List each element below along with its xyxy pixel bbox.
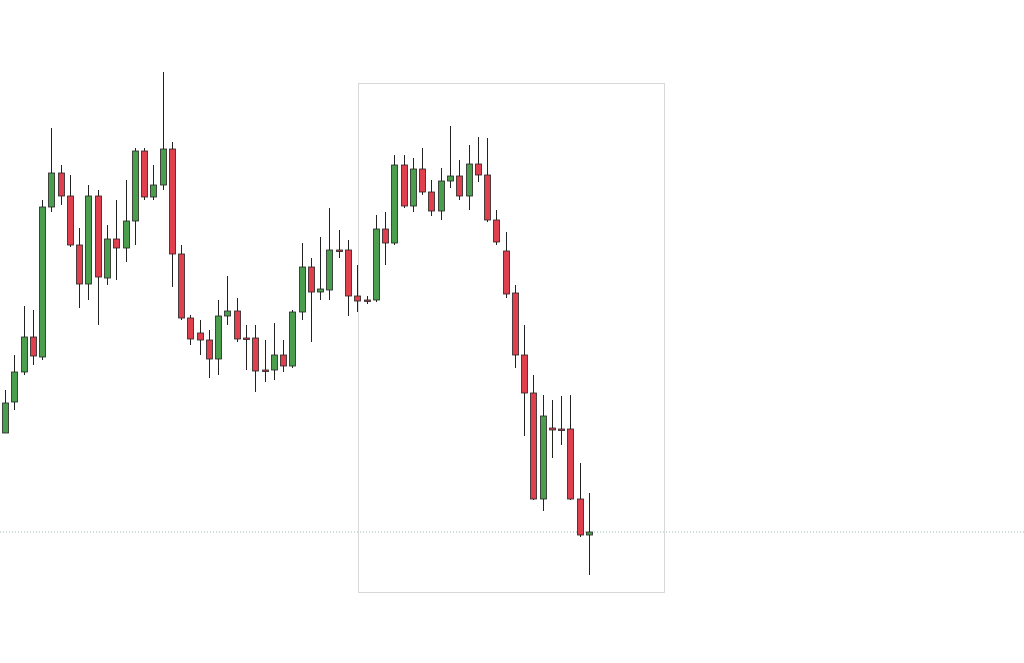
candle-body xyxy=(289,311,296,367)
candle-body xyxy=(540,415,547,500)
candle-body xyxy=(345,249,352,297)
candle-body xyxy=(206,339,213,360)
candle-body xyxy=(586,531,593,536)
candle-body xyxy=(67,195,74,246)
candle-body xyxy=(447,175,454,182)
candle-body xyxy=(39,206,46,358)
candle-body xyxy=(132,150,139,222)
candle-body xyxy=(419,168,426,193)
candle-body xyxy=(438,180,445,212)
candle-body xyxy=(271,354,278,371)
candle-body xyxy=(85,195,92,285)
candle-body xyxy=(243,337,250,340)
candle-body xyxy=(558,428,565,431)
candle-body xyxy=(95,195,102,278)
candle-body xyxy=(252,337,259,372)
candle-body xyxy=(382,228,389,244)
candle-body xyxy=(150,184,157,198)
candle-body xyxy=(215,315,222,360)
candle-body xyxy=(326,249,333,291)
candle-body xyxy=(187,317,194,340)
candle-body xyxy=(354,295,361,302)
candle-body xyxy=(401,164,408,207)
candle-body xyxy=(493,219,500,243)
candle-body xyxy=(21,336,28,373)
candle-body xyxy=(391,164,398,244)
candle-body xyxy=(76,244,83,285)
candle-body xyxy=(234,310,241,340)
candle-body xyxy=(577,498,584,536)
selection-box xyxy=(358,83,665,593)
candle-body xyxy=(364,299,371,302)
candle-body xyxy=(178,253,185,319)
candle-body xyxy=(466,163,473,197)
candle-body xyxy=(160,148,167,186)
candle-body xyxy=(336,249,343,252)
candle-body xyxy=(373,228,380,301)
candle-body xyxy=(512,292,519,356)
candle-body xyxy=(224,310,231,317)
candle-body xyxy=(30,336,37,357)
candle-body xyxy=(530,392,537,500)
candle-body xyxy=(521,354,528,394)
candle-body xyxy=(428,191,435,212)
candle-body xyxy=(262,369,269,372)
candle-body xyxy=(141,150,148,198)
candle-body xyxy=(48,172,55,208)
candle-body xyxy=(113,238,120,249)
candle-body xyxy=(123,220,130,249)
candle-body xyxy=(503,250,510,295)
candle-body xyxy=(456,175,463,197)
candle-body xyxy=(280,354,287,367)
candle-body xyxy=(549,427,556,431)
candle-body xyxy=(169,148,176,255)
candle-body xyxy=(2,402,9,434)
candle-body xyxy=(410,168,417,207)
candle-body xyxy=(308,266,315,293)
candle-body xyxy=(567,428,574,500)
candle-body xyxy=(484,174,491,221)
candle-body xyxy=(475,163,482,176)
candle-body xyxy=(197,332,204,341)
candle-body xyxy=(104,238,111,279)
candle-body xyxy=(11,371,18,403)
candle-body xyxy=(317,288,324,293)
candle-body xyxy=(58,172,65,197)
candle-body xyxy=(299,266,306,313)
